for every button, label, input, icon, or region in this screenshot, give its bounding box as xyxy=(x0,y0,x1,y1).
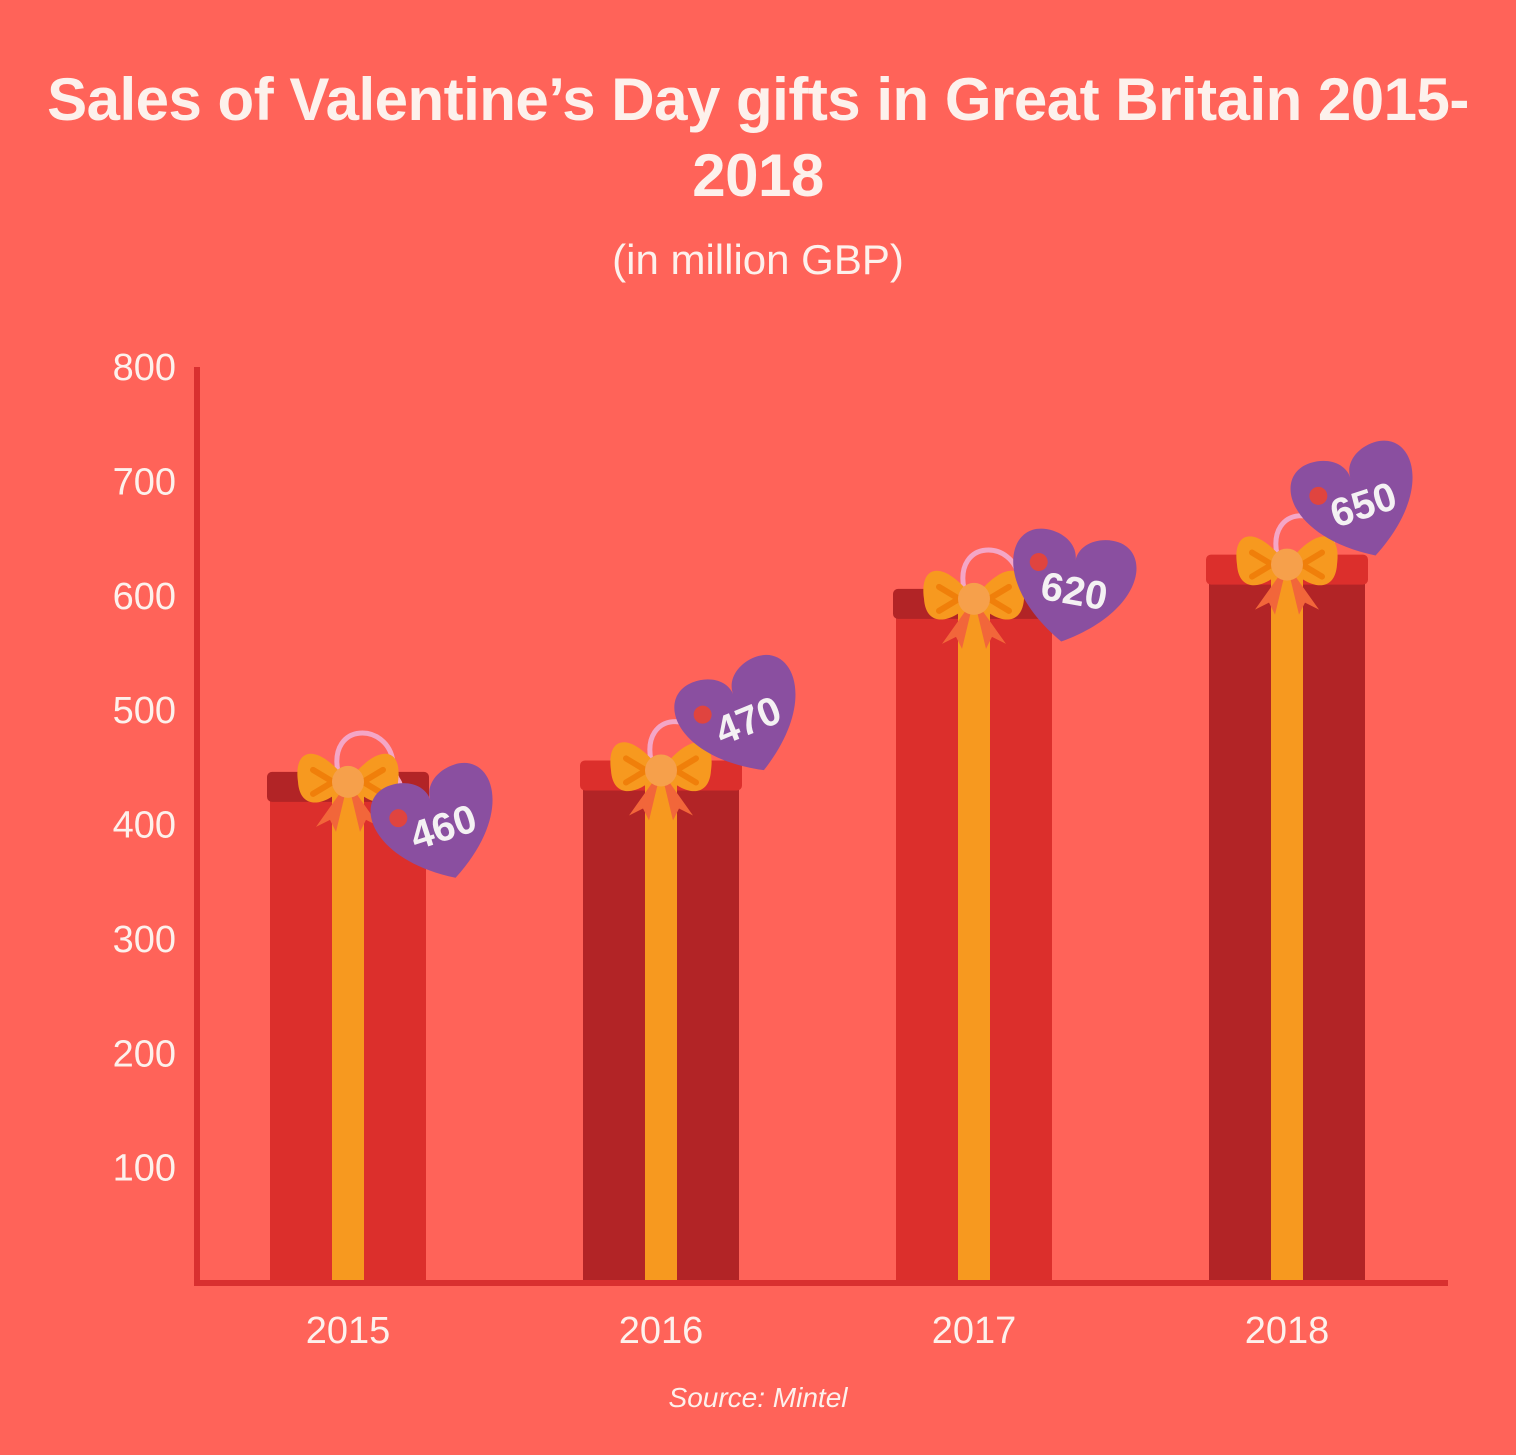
bar-2018: 650 xyxy=(1206,440,1413,1280)
gift-ribbon xyxy=(645,760,677,1280)
source-note: Source: Mintel xyxy=(668,1382,848,1413)
y-tick-label: 100 xyxy=(113,1148,176,1190)
y-tick-label: 400 xyxy=(113,805,176,847)
heart-icon xyxy=(674,655,796,771)
gift-ribbon xyxy=(332,771,364,1280)
bar-2015: 460 xyxy=(267,730,493,1280)
heart-tag: 650 xyxy=(1290,440,1413,556)
tag-hole xyxy=(693,705,712,724)
bow-tails xyxy=(942,598,1006,649)
bow-tails xyxy=(1255,564,1319,615)
bow-knot xyxy=(645,754,677,787)
bow-knot xyxy=(958,582,990,615)
y-tick-label: 300 xyxy=(113,919,176,961)
heart-tag: 620 xyxy=(1013,528,1137,642)
x-tick-label: 2017 xyxy=(932,1310,1017,1352)
gift-ribbon xyxy=(958,588,990,1280)
y-tick-label: 700 xyxy=(113,461,176,503)
bar-2017: 620 xyxy=(893,528,1137,1280)
heart-icon xyxy=(370,762,493,878)
chart-title: Sales of Valentine’s Day gifts in Great … xyxy=(47,66,1469,209)
tag-hole xyxy=(389,809,408,828)
bow-knot xyxy=(1271,548,1303,581)
tag-hole xyxy=(1029,552,1048,571)
bar-2016: 470 xyxy=(580,655,796,1280)
y-tick-label: 200 xyxy=(113,1033,176,1075)
bow-tails xyxy=(629,770,693,821)
x-tick-label: 2015 xyxy=(306,1310,391,1352)
bow-knot xyxy=(332,765,364,798)
bow-tails xyxy=(316,781,380,832)
x-tick-label: 2016 xyxy=(619,1310,704,1352)
y-tick-label: 500 xyxy=(113,690,176,732)
tag-hole xyxy=(1309,486,1328,505)
y-tick-label: 600 xyxy=(113,576,176,618)
x-tick-label: 2018 xyxy=(1245,1310,1330,1352)
y-tick-label: 800 xyxy=(113,347,176,389)
gift-ribbon xyxy=(1271,554,1303,1280)
chart-subtitle: (in million GBP) xyxy=(612,236,904,283)
heart-tag: 470 xyxy=(674,655,796,771)
heart-tag: 460 xyxy=(370,762,493,878)
heart-icon xyxy=(1290,440,1413,556)
